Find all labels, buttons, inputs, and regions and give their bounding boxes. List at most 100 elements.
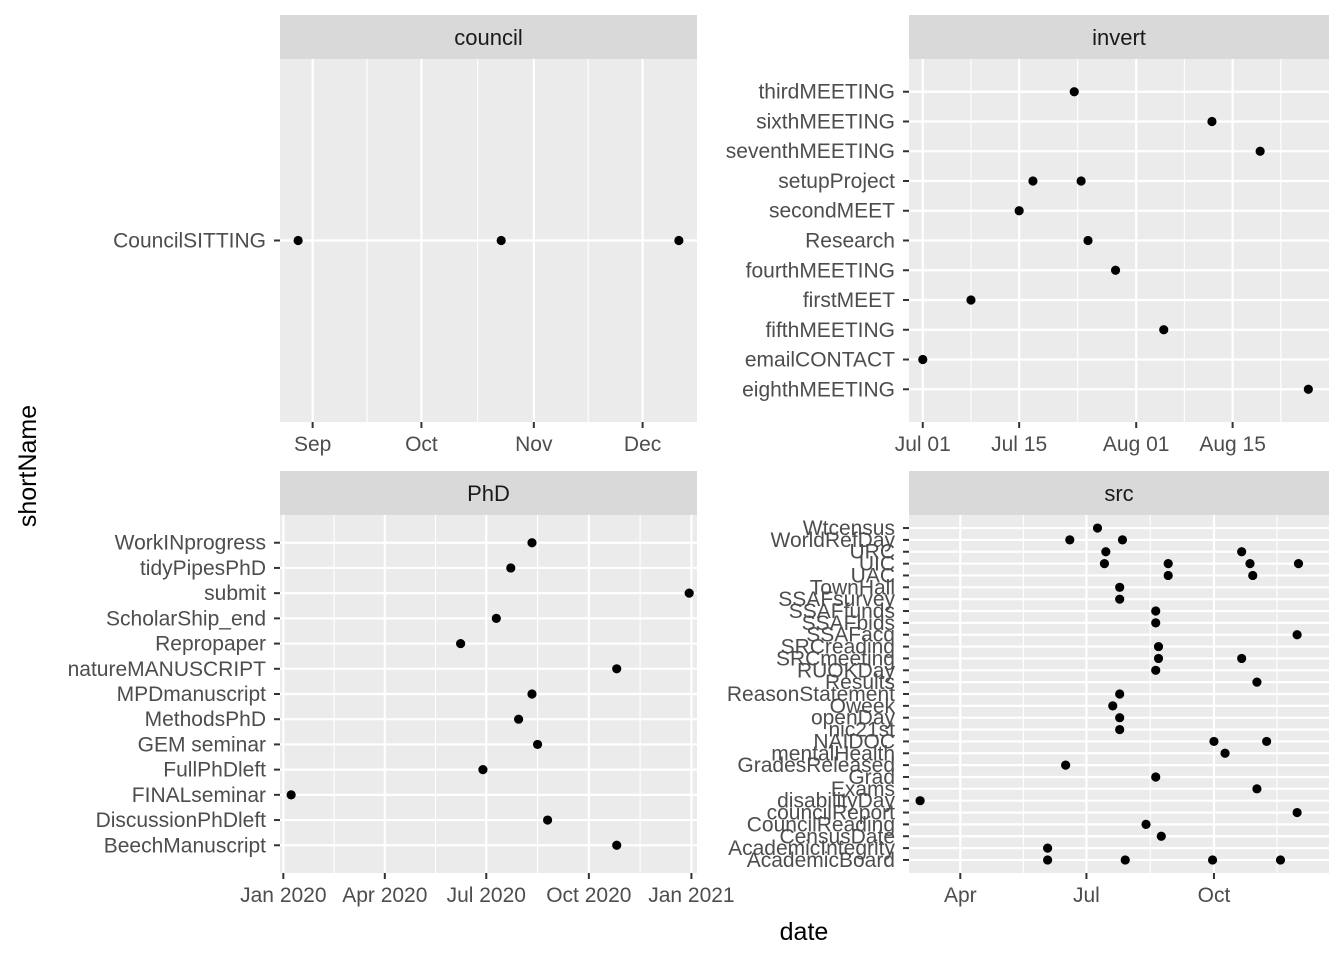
data-point [1245,559,1255,569]
data-point [1163,570,1173,581]
data-point [1262,736,1272,747]
y-tick-label: openDay [811,707,896,730]
data-point [1115,594,1125,604]
data-point [478,765,488,775]
data-point [1275,855,1286,865]
x-tick-label: Jul 2020 [447,884,526,907]
data-point [1153,641,1164,652]
data-point [1293,559,1304,569]
data-point [1159,325,1169,335]
y-tick-label: natureMANUSCRIPT [68,658,267,681]
x-tick-label: Jan 2020 [240,884,326,907]
data-point [1120,855,1130,865]
y-tick-label: WorkINprogress [115,532,266,555]
x-tick-label: Aug 15 [1199,433,1266,456]
y-tick-label: fifthMEETING [765,319,895,342]
data-point [1252,784,1262,794]
data-point [1061,760,1071,770]
y-tick-label: SSAFbids [802,612,895,635]
data-point [1099,559,1110,569]
y-tick-label: WorldRefDay [771,529,896,552]
y-tick-label: emailCONTACT [745,349,895,372]
data-point [684,588,694,598]
y-tick-label: thirdMEETING [758,81,895,104]
y-tick-label: Exams [831,778,895,801]
x-tick-label: Jul 15 [991,433,1047,456]
data-point [1292,807,1302,818]
x-axis-title: date [780,918,829,946]
y-tick-label: tidyPipesPhD [140,557,266,580]
y-tick-label: fourthMEETING [746,259,895,282]
data-point [1237,653,1247,664]
y-tick-label: Repropaper [155,633,266,656]
data-point [612,840,622,850]
x-tick-label: Jan 2021 [648,884,734,907]
data-point [918,354,928,365]
data-point [1255,146,1265,156]
data-point [1209,736,1219,747]
data-point [1110,265,1121,275]
y-tick-label: UAC [851,564,895,587]
y-tick-label: FullPhDleft [163,759,266,782]
chart-panels: council Sep Oct Nov Dec CouncilSITTING invert J… [68,15,1329,907]
y-tick-label: Research [805,230,895,253]
x-tick-label: Apr 2020 [342,884,427,907]
y-tick-label: BeechManuscript [104,834,266,857]
data-point [1117,535,1128,545]
x-tick-label: Oct 2020 [546,884,631,907]
y-tick-label: DiscussionPhDleft [96,809,267,832]
data-point [674,235,684,246]
data-point [1141,819,1151,829]
facet-strip-label: src [1104,481,1133,506]
facet-strip [909,471,1329,515]
y-tick-label: nic21st [828,719,895,742]
data-point [293,235,303,246]
data-point [514,714,524,724]
data-point [1115,689,1125,699]
data-point [527,689,537,699]
data-point [1237,547,1247,557]
data-point [1207,855,1218,865]
y-tick-label: AcademicBoard [747,849,895,872]
data-point [1303,384,1313,394]
data-point [506,563,516,573]
y-tick-label: eighthMEETING [742,378,895,401]
data-point [527,538,537,548]
data-point [1065,535,1075,545]
y-tick-label: submit [204,582,266,605]
y-tick-label: CensusDate [779,825,895,848]
panel-PhD: PhD Jan 2020 Apr 2020 Jul 2020 Oct 2020 Jan 2… [68,471,735,907]
y-tick-label: SSAFfunds [789,600,895,623]
data-point [286,790,296,800]
data-point [1151,618,1161,628]
data-point [1076,176,1086,186]
data-point [456,638,466,649]
data-point [532,739,543,750]
data-point [491,613,501,623]
data-point [1151,665,1161,675]
data-point [1220,748,1230,758]
y-tick-label: ScholarShip_end [106,607,266,630]
data-point [1101,547,1111,557]
y-tick-label: Wtcensus [803,517,895,540]
data-point [1156,831,1166,841]
facet-strip-label: invert [1092,25,1146,50]
x-tick-label: Jul 01 [895,433,951,456]
data-point [1252,677,1262,687]
y-tick-label: SSAFsurvey [778,588,895,611]
data-point [1115,724,1125,735]
y-tick-label: GEM seminar [138,733,266,756]
x-tick-label: Aug 01 [1103,433,1170,456]
y-tick-label: sixthMEETING [756,110,895,133]
data-point [1153,653,1164,664]
data-point [1083,235,1093,246]
y-tick-label: MPDmanuscript [117,683,267,706]
y-tick-label: councilReport [767,802,896,825]
y-tick-label: SRCreading [781,636,895,659]
y-tick-label: TownHall [810,576,895,599]
x-tick-label: Oct [1198,884,1231,907]
data-point [496,235,506,246]
y-tick-label: AcademicIntegrity [728,837,895,860]
y-tick-label: mentalHealth [771,742,895,765]
